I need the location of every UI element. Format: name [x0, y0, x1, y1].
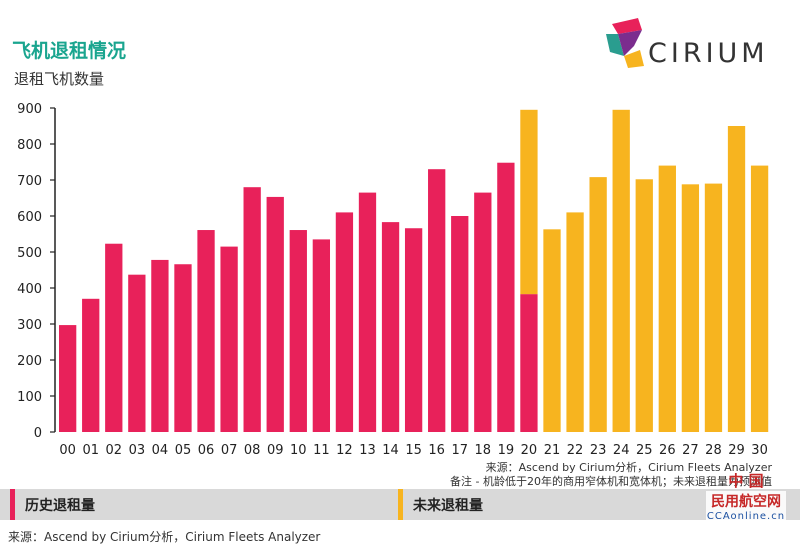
chart-title: 飞机退租情况 [12, 40, 127, 62]
x-tick-label: 01 [82, 443, 99, 458]
bar-future [658, 165, 676, 432]
x-tick-label: 09 [267, 443, 284, 458]
bar-historical [497, 162, 515, 432]
bar-historical [474, 192, 492, 432]
x-tick-label: 19 [498, 443, 515, 458]
legend-swatch-historical [10, 489, 15, 520]
legend-label-historical: 历史退租量 [25, 497, 95, 514]
legend: 历史退租量 未来退租量 [0, 489, 800, 520]
x-tick-label: 08 [244, 443, 261, 458]
y-tick-label: 300 [17, 318, 42, 333]
bar-historical [243, 187, 261, 432]
x-tick-label: 23 [590, 443, 607, 458]
watermark-line3: CCAonline.cn [706, 511, 786, 522]
x-tick-label: 18 [475, 443, 492, 458]
y-tick-label: 100 [17, 390, 42, 405]
bar-historical [404, 228, 423, 432]
y-tick-label: 0 [34, 426, 42, 441]
bar-historical [312, 239, 331, 432]
x-tick-label: 07 [221, 443, 238, 458]
x-tick-label: 28 [705, 443, 722, 458]
y-tick-label: 900 [17, 102, 42, 117]
watermark-line2: 民用航空网 [706, 491, 786, 511]
bar-chart: 0 100 200 300 400 500 600 700 800 900 00 01 02 03 04 05… [17, 102, 769, 458]
bar-historical [151, 259, 169, 432]
x-tick-label: 30 [751, 443, 768, 458]
y-tick-label: 600 [17, 210, 42, 225]
x-tick-label: 05 [175, 443, 192, 458]
bar-future [635, 179, 653, 432]
bar-historical [197, 230, 215, 432]
bar-future [727, 126, 746, 432]
bar-future [681, 184, 700, 432]
bar-historical [266, 196, 284, 432]
bar-historical [128, 274, 146, 432]
y-tick-label: 400 [17, 282, 42, 297]
bar-historical [220, 246, 238, 432]
x-tick-label: 12 [336, 443, 353, 458]
x-tick-label: 21 [544, 443, 561, 458]
bar-future [750, 165, 769, 432]
x-tick-label: 04 [152, 443, 169, 458]
x-tick-label: 25 [636, 443, 653, 458]
legend-swatch-future [398, 489, 403, 520]
x-tick-label: 02 [106, 443, 123, 458]
x-tick-label: 20 [521, 443, 538, 458]
x-tick-label: 00 [59, 443, 76, 458]
bar-future [520, 109, 538, 295]
x-tick-label: 27 [682, 443, 699, 458]
y-tick-label: 700 [17, 174, 42, 189]
y-tick-label: 200 [17, 354, 42, 369]
bar-future [543, 229, 561, 432]
x-tick-label: 22 [567, 443, 584, 458]
x-tick-label: 11 [313, 443, 330, 458]
source-note-bottom: 来源：Ascend by Cirium分析，Cirium Fleets Anal… [8, 530, 321, 544]
footnote: 备注 - 机龄低于20年的商用窄体机和宽体机；未来退租量为预测值 [450, 475, 772, 488]
x-tick-label: 29 [728, 443, 745, 458]
x-tick-label: 15 [405, 443, 422, 458]
bar-future [704, 183, 723, 432]
source-note-top: 来源：Ascend by Cirium分析，Cirium Fleets Anal… [485, 461, 772, 474]
legend-label-future: 未来退租量 [413, 497, 483, 514]
legend-item-historical: 历史退租量 [10, 489, 95, 520]
bar-historical [520, 294, 538, 432]
watermark: 中 国 民用航空网 CCAonline.cn [706, 470, 786, 522]
bar-historical [451, 216, 469, 432]
bar-historical [335, 212, 354, 432]
bar-future [589, 177, 607, 432]
watermark-line1: 中 国 [728, 472, 764, 490]
legend-item-future: 未来退租量 [398, 489, 483, 520]
x-tick-label: 14 [382, 443, 399, 458]
x-tick-label: 26 [659, 443, 676, 458]
x-tick-label: 16 [428, 443, 445, 458]
x-tick-label: 10 [290, 443, 307, 458]
bar-future [566, 212, 584, 432]
cirium-logo-icon [606, 18, 644, 68]
y-axis-title: 退租飞机数量 [14, 70, 105, 88]
bar-historical [105, 243, 123, 432]
bar-historical [428, 169, 446, 432]
x-tick-label: 06 [198, 443, 215, 458]
y-tick-label: 500 [17, 246, 42, 261]
x-tick-label: 24 [613, 443, 630, 458]
x-tick-label: 17 [451, 443, 468, 458]
x-tick-label: 13 [359, 443, 376, 458]
logo-text: CIRIUM [648, 38, 769, 69]
bar-historical [82, 298, 100, 432]
x-tick-label: 03 [129, 443, 146, 458]
bar-historical [59, 325, 77, 432]
bar-historical [358, 192, 377, 432]
y-tick-label: 800 [17, 138, 42, 153]
bar-historical [289, 230, 307, 432]
bar-future [612, 109, 630, 433]
bar-historical [174, 264, 192, 432]
bar-historical [381, 222, 400, 432]
